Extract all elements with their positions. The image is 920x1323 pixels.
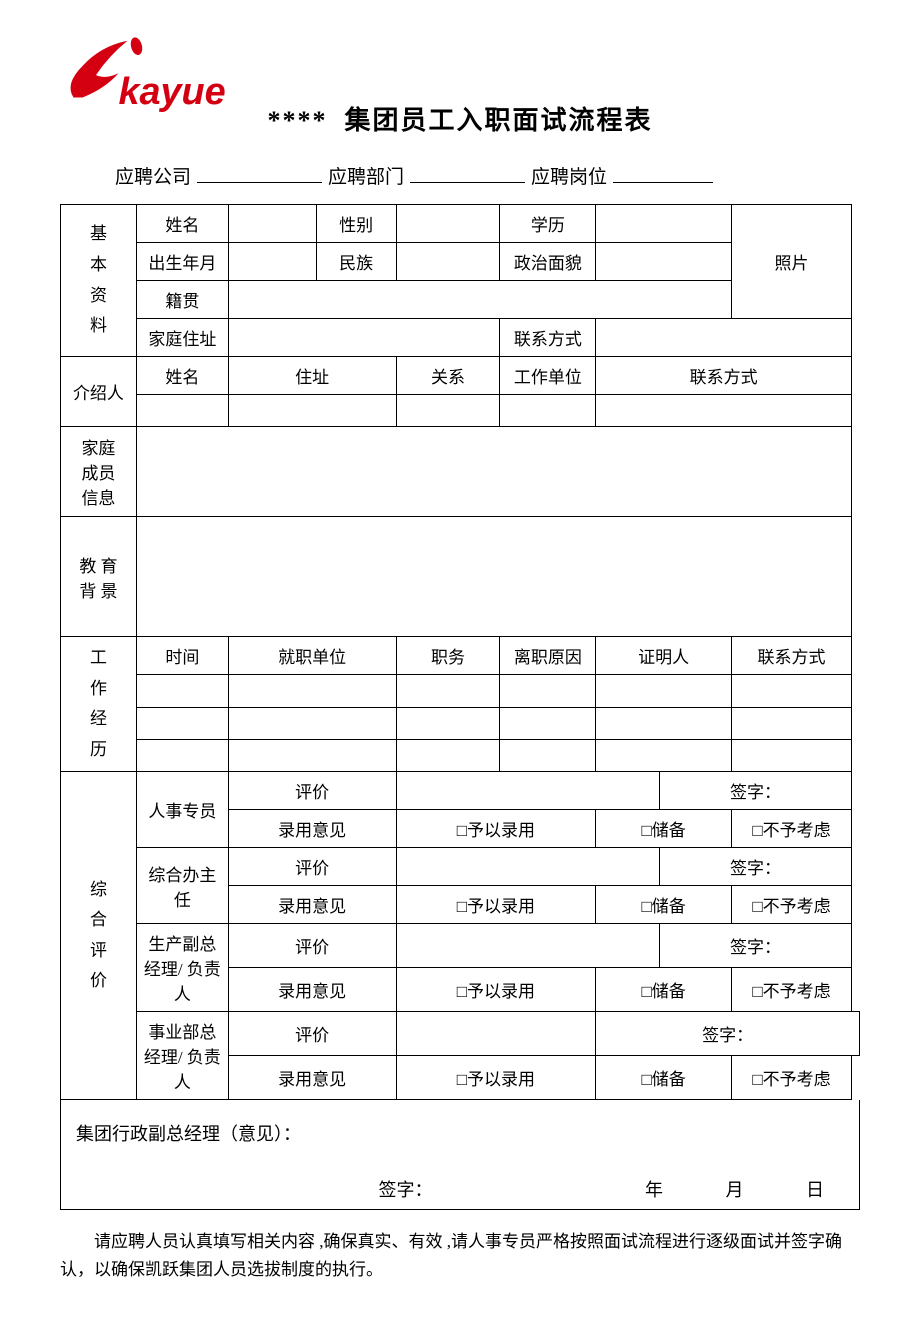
edu-input[interactable] [136,517,851,637]
reserve-checkbox[interactable]: □储备 [596,886,732,924]
name-input[interactable] [228,205,316,243]
ref-address-input[interactable] [228,395,396,427]
eval-biz-label: 事业部总经理/ 负责人 [136,1012,228,1100]
edu-section-label: 教 育背 景 [61,517,137,637]
education-label: 学历 [500,205,596,243]
address-input[interactable] [228,319,500,357]
gender-label: 性别 [316,205,396,243]
eval-office-eval-input[interactable] [396,848,660,886]
position-label: 应聘岗位 [531,162,607,189]
dept-label: 应聘部门 [328,162,404,189]
eval-prod-eval-input[interactable] [396,924,660,968]
referrer-section-label: 介绍人 [61,357,137,427]
eval-biz-sign[interactable]: 签字： [596,1012,860,1056]
eval-office-sign[interactable]: 签字： [660,848,852,886]
footnote: 请应聘人员认真填写相关内容 ,确保真实、有效 ,请人事专员严格按照面试流程进行逐… [60,1228,860,1282]
vp-sign-line[interactable]: 签字： 年 月 日 [76,1176,844,1202]
political-label: 政治面貌 [500,243,596,281]
reserve-checkbox[interactable]: □储备 [596,810,732,848]
eval-label: 评价 [228,924,396,968]
accept-checkbox[interactable]: □予以录用 [396,886,596,924]
photo-label: 照片 [732,205,852,319]
work-witness-label: 证明人 [596,637,732,675]
reject-checkbox[interactable]: □不予考虑 [732,1056,852,1100]
work-time-label: 时间 [136,637,228,675]
ref-address-label: 住址 [228,357,396,395]
work-employer-label: 就职单位 [228,637,396,675]
ref-name-input[interactable] [136,395,228,427]
birth-label: 出生年月 [136,243,228,281]
eval-label: 评价 [228,848,396,886]
form-table: 基本资料 姓名 性别 学历 照片 出生年月 民族 政治面貌 籍贯 家庭住址 联系… [60,204,860,1100]
work-reason-label: 离职原因 [500,637,596,675]
reserve-checkbox[interactable]: □储备 [596,1056,732,1100]
opinion-label: 录用意见 [228,886,396,924]
gender-input[interactable] [396,205,500,243]
reject-checkbox[interactable]: □不予考虑 [732,968,852,1012]
eval-prod-sign[interactable]: 签字： [660,924,852,968]
vp-opinion-label: 集团行政副总经理（意见）： [76,1120,844,1146]
native-label: 籍贯 [136,281,228,319]
opinion-label: 录用意见 [228,810,396,848]
work-contact-label: 联系方式 [732,637,852,675]
opinion-label: 录用意见 [228,1056,396,1100]
work-row-2 [61,707,860,739]
eval-hr-sign[interactable]: 签字： [660,772,852,810]
dept-input[interactable] [410,162,525,183]
basic-section-label: 基本资料 [61,205,137,357]
accept-checkbox[interactable]: □予以录用 [396,810,596,848]
reject-checkbox[interactable]: □不予考虑 [732,810,852,848]
work-section-label: 工作经历 [61,637,137,772]
family-input[interactable] [136,427,851,517]
logo: kayue [60,30,240,120]
ref-relation-input[interactable] [396,395,500,427]
accept-checkbox[interactable]: □予以录用 [396,968,596,1012]
opinion-label: 录用意见 [228,968,396,1012]
work-row-1 [61,675,860,707]
eval-hr-eval-input[interactable] [396,772,660,810]
position-input[interactable] [613,162,713,183]
native-input[interactable] [228,281,731,319]
header-line: 应聘公司 应聘部门 应聘岗位 [115,162,860,189]
reserve-checkbox[interactable]: □储备 [596,968,732,1012]
work-row-3 [61,740,860,772]
accept-checkbox[interactable]: □予以录用 [396,1056,596,1100]
eval-section-label: 综合评价 [61,772,137,1100]
reject-checkbox[interactable]: □不予考虑 [732,886,852,924]
svg-text:kayue: kayue [119,71,226,113]
education-input[interactable] [596,205,732,243]
work-position-label: 职务 [396,637,500,675]
company-input[interactable] [197,162,322,183]
political-input[interactable] [596,243,732,281]
contact-input[interactable] [596,319,852,357]
ethnic-input[interactable] [396,243,500,281]
eval-hr-label: 人事专员 [136,772,228,848]
company-label: 应聘公司 [115,162,191,189]
family-section-label: 家庭成员信息 [61,427,137,517]
ref-workplace-label: 工作单位 [500,357,596,395]
ref-relation-label: 关系 [396,357,500,395]
ref-workplace-input[interactable] [500,395,596,427]
birth-input[interactable] [228,243,316,281]
contact-label: 联系方式 [500,319,596,357]
eval-label: 评价 [228,1012,396,1056]
name-label: 姓名 [136,205,228,243]
eval-biz-eval-input[interactable] [396,1012,596,1056]
ref-contact-label: 联系方式 [596,357,852,395]
eval-office-label: 综合办主任 [136,848,228,924]
eval-prod-label: 生产副总经理/ 负责人 [136,924,228,1012]
ref-contact-input[interactable] [596,395,852,427]
ref-name-label: 姓名 [136,357,228,395]
address-label: 家庭住址 [136,319,228,357]
eval-label: 评价 [228,772,396,810]
vp-opinion-box: 集团行政副总经理（意见）： 签字： 年 月 日 [60,1100,860,1210]
ethnic-label: 民族 [316,243,396,281]
